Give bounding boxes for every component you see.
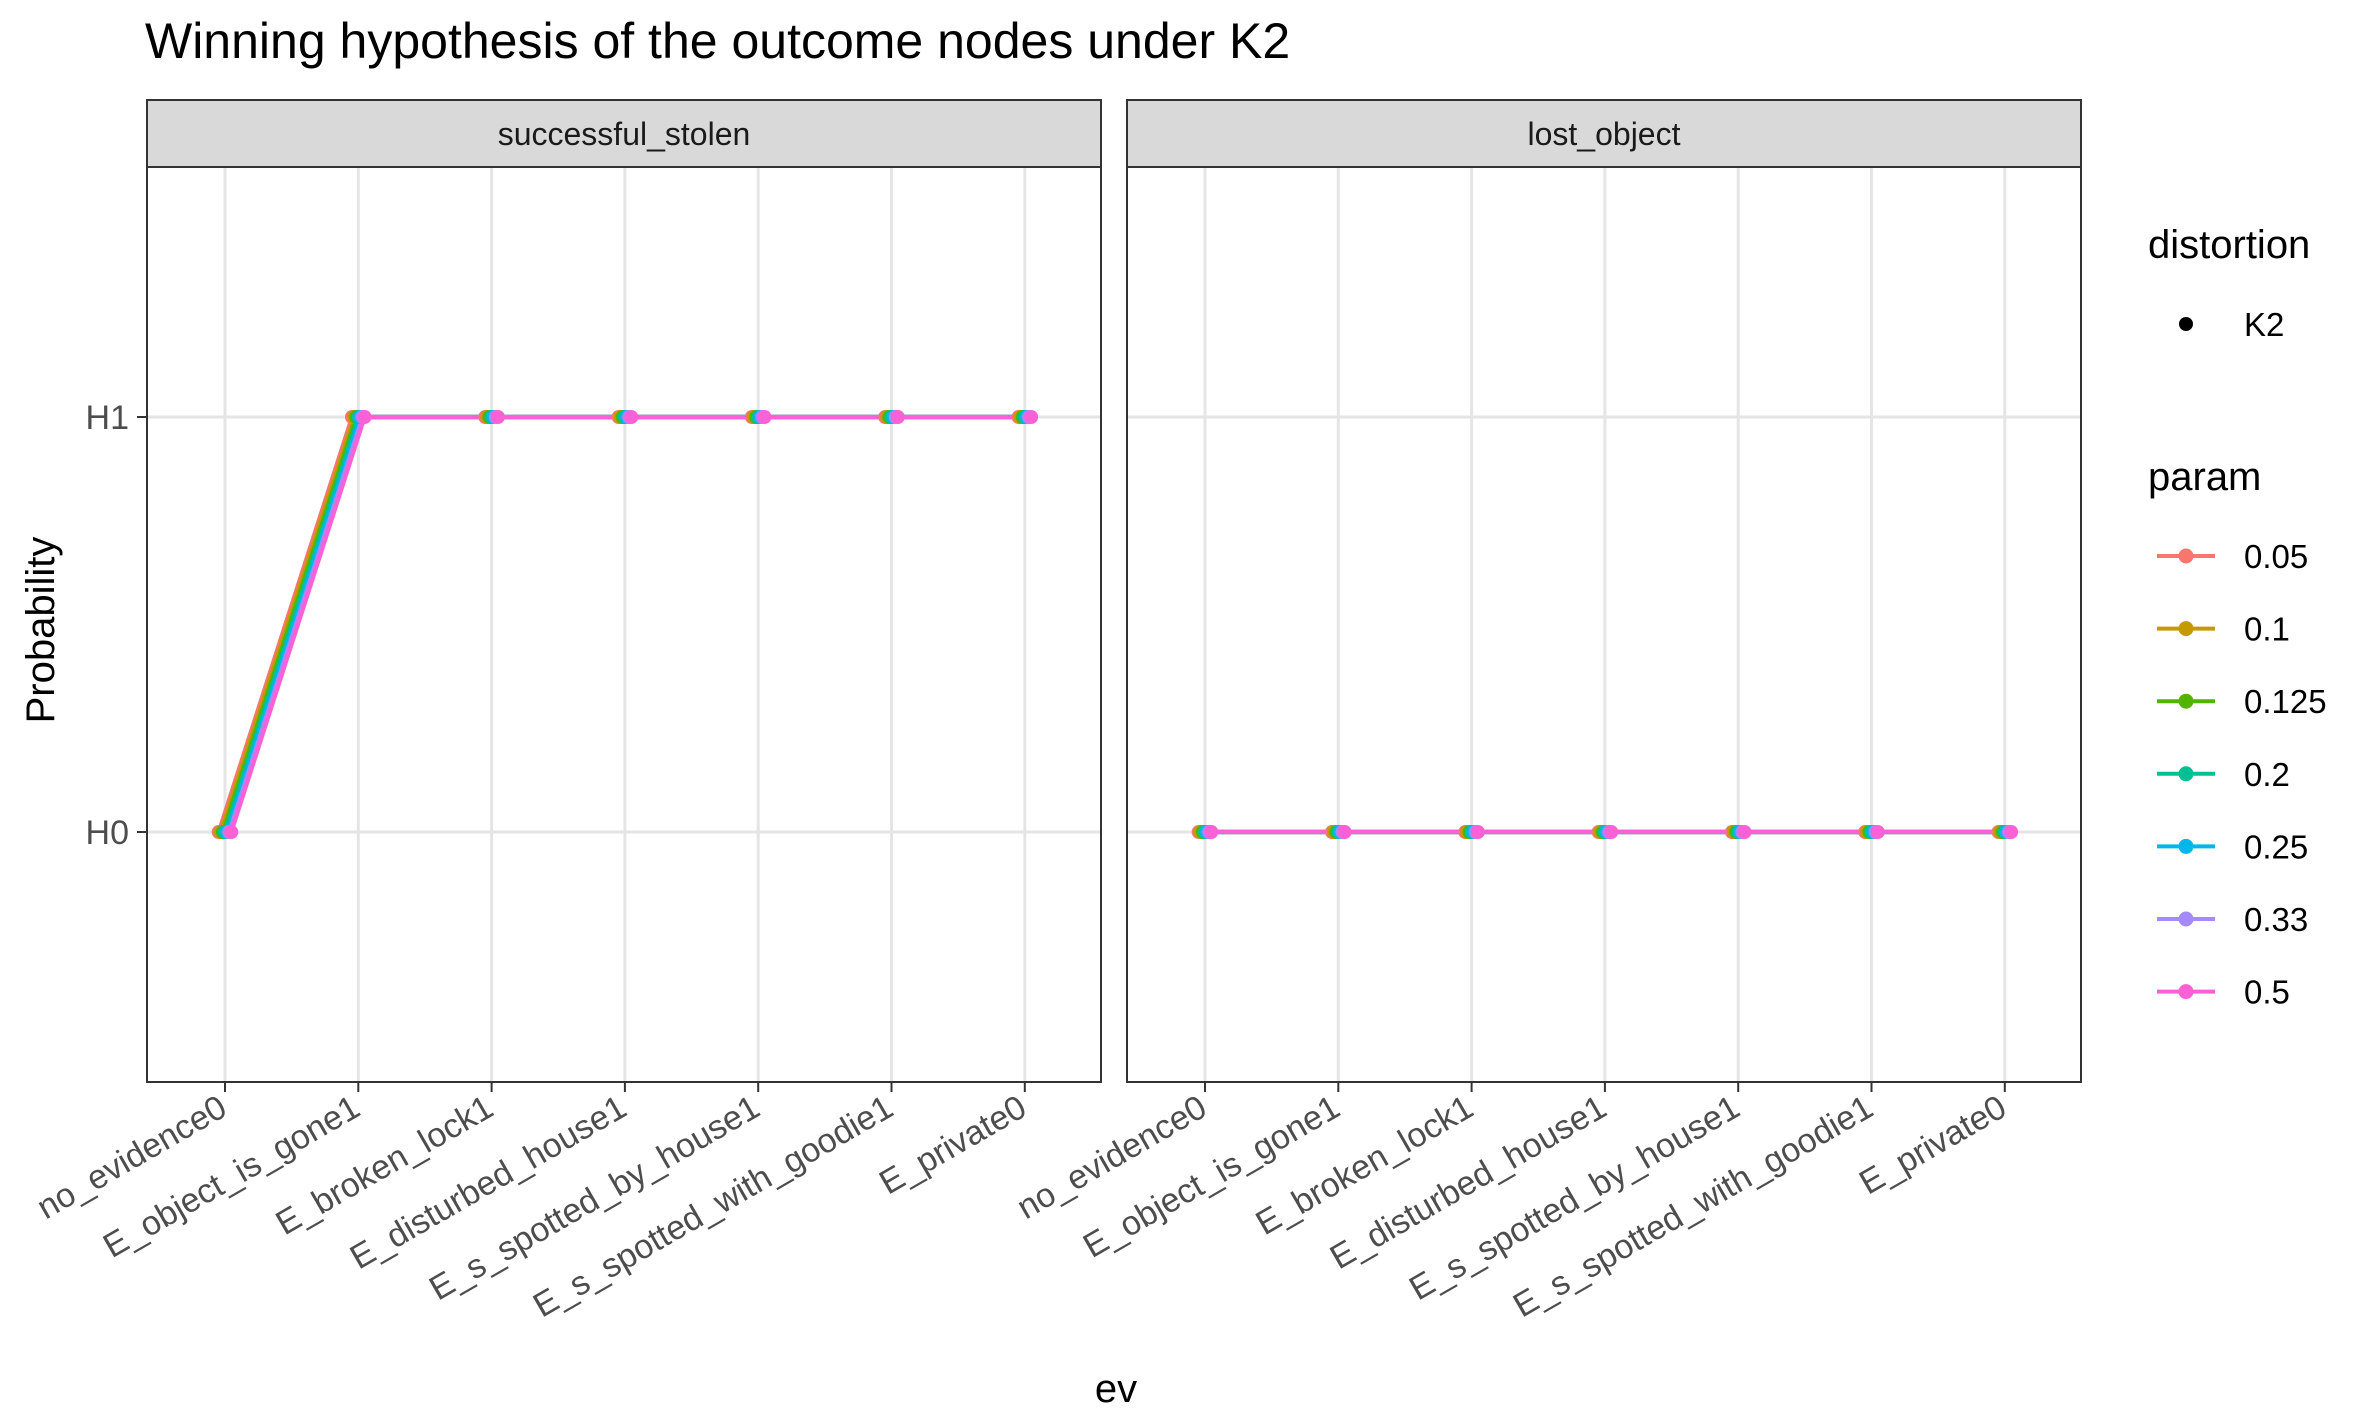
data-point — [490, 410, 505, 424]
data-point — [1870, 825, 1885, 839]
legend-key-point — [2178, 548, 2194, 564]
legend-item-label: 0.25 — [2244, 828, 2308, 865]
legend-key-point — [2178, 766, 2194, 782]
data-point — [624, 410, 639, 424]
legend-item-label: 0.125 — [2244, 683, 2327, 720]
legend-key-point — [2178, 911, 2194, 927]
facet-strip — [1126, 99, 2082, 168]
legend-key-point — [2178, 984, 2194, 1000]
facet-strip — [146, 99, 1102, 168]
legend-key-point — [2178, 693, 2194, 709]
legend-title-distortion: distortion — [2148, 223, 2310, 267]
data-point — [1337, 825, 1352, 839]
legend-item-label: 0.2 — [2244, 756, 2290, 793]
legend-key-point — [2179, 317, 2193, 331]
data-point — [1024, 410, 1039, 424]
legend-key-point — [2178, 621, 2194, 637]
y-tick-label: H1 — [86, 399, 129, 437]
legend-item-label: 0.33 — [2244, 901, 2308, 938]
data-point — [224, 825, 239, 839]
data-point — [1604, 825, 1619, 839]
data-point — [1470, 825, 1485, 839]
data-point — [1737, 825, 1752, 839]
chart-title: Winning hypothesis of the outcome nodes … — [145, 13, 1290, 69]
x-axis-label: ev — [1095, 1367, 1137, 1411]
legend-item-label: 0.5 — [2244, 974, 2290, 1011]
facet-strip-label: successful_stolen — [498, 116, 751, 152]
data-point — [2004, 825, 2019, 839]
y-tick-label: H0 — [86, 814, 129, 852]
data-point — [1204, 825, 1219, 839]
legend-item-label: K2 — [2244, 306, 2284, 343]
facet-strip-label: lost_object — [1528, 116, 1681, 152]
data-point — [757, 410, 772, 424]
data-point — [357, 410, 372, 424]
data-point — [890, 410, 905, 424]
y-axis-label: Probability — [19, 537, 63, 724]
legend-title-param: param — [2148, 455, 2261, 499]
legend: distortion K2 param 0.05 0.1 0.125 0.2 0.25 0.33… — [2148, 223, 2327, 1011]
legend-item-label: 0.1 — [2244, 611, 2290, 648]
legend-item-label: 0.05 — [2244, 538, 2308, 575]
legend-key-point — [2178, 838, 2194, 854]
